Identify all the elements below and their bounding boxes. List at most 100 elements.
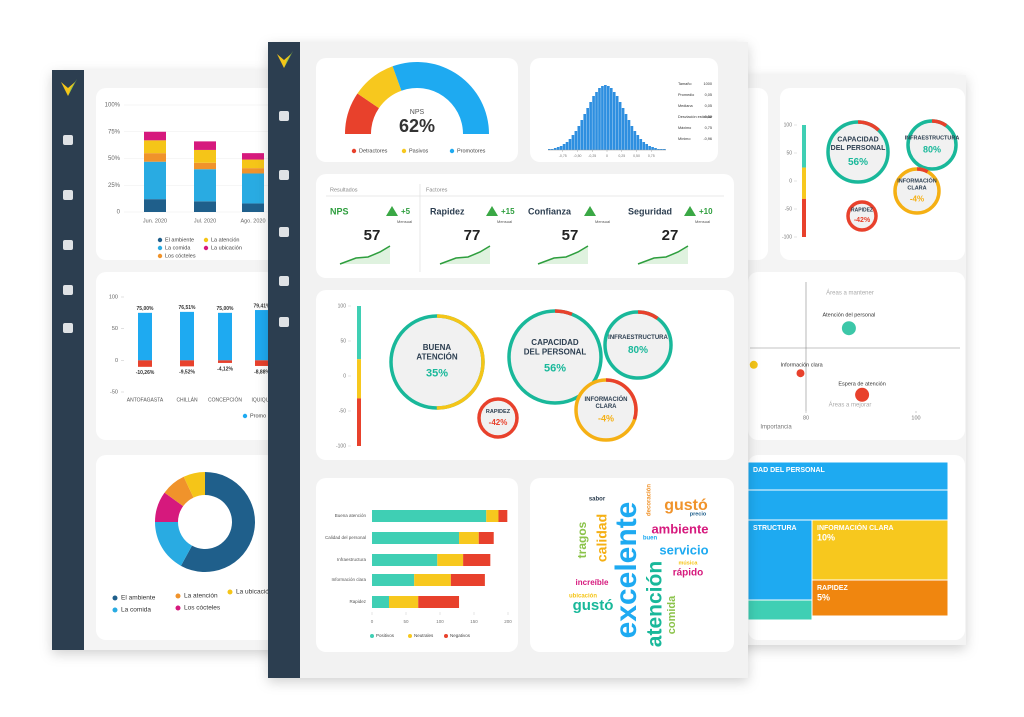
section-label: Factores — [426, 187, 448, 193]
legend-swatch — [112, 607, 118, 613]
x-tick-label: Ago. 2020 — [240, 218, 265, 224]
histogram-bar — [550, 149, 554, 150]
legend-swatch — [175, 605, 181, 611]
histogram-bar — [642, 142, 646, 150]
stat-label: Mediana — [678, 104, 693, 108]
legend-swatch — [351, 148, 357, 154]
legend-swatch — [401, 148, 407, 154]
bar-segment — [144, 131, 166, 141]
y-tick-label: 50% — [108, 156, 121, 162]
bar — [218, 312, 232, 361]
stat-label: Tamaño — [678, 82, 692, 86]
bubble-arc — [826, 120, 890, 184]
metric-period: Mensual — [397, 219, 412, 224]
gauge-value: 62% — [399, 116, 435, 136]
x-tick-label: -0,75 — [559, 154, 567, 158]
bar-segment — [389, 596, 419, 608]
word: gustó — [573, 597, 614, 614]
sidebar — [52, 70, 84, 650]
x-tick-label: ANTOFAGASTA — [127, 397, 164, 403]
word: decoración — [647, 484, 653, 516]
histogram-bar — [577, 126, 581, 150]
legend-label: Los cócteles — [165, 253, 196, 259]
histogram-bar — [612, 92, 616, 150]
scatter-point — [855, 387, 870, 402]
legend-label: Negativos — [450, 633, 471, 638]
donut-slice — [155, 522, 192, 566]
cell-title: RAPIDEZ — [817, 585, 848, 592]
word: servicio — [659, 542, 708, 557]
word: ubicación — [569, 594, 597, 600]
bar — [138, 312, 152, 361]
card — [530, 478, 734, 652]
stat-value: 0,05 — [705, 104, 712, 108]
nav-icon — [63, 323, 73, 333]
legend-label: El ambiente — [121, 595, 156, 602]
histogram-bar — [592, 96, 595, 150]
legend-swatch — [203, 245, 209, 251]
stat-value: -0,96 — [703, 137, 712, 141]
donut-slice — [155, 492, 184, 522]
x-tick-label: 100 — [436, 619, 444, 624]
stat-value: 0,05 — [705, 93, 712, 97]
donut-slice — [180, 472, 255, 572]
bubble-title: CLARA — [596, 404, 618, 410]
gauge-title: NPS — [410, 109, 425, 116]
legend-label: Detractores — [359, 148, 388, 154]
word: gustó — [664, 497, 708, 514]
legend-swatch — [203, 237, 209, 243]
bar-segment — [459, 532, 479, 544]
trend-icon — [584, 206, 596, 216]
treemap-cell — [747, 489, 949, 521]
word: sabor — [589, 497, 606, 503]
y-tick-label: 0 — [117, 210, 121, 216]
bar-segment — [372, 596, 389, 608]
x-tick-label: Jul. 2020 — [194, 218, 216, 224]
legend-label: Promotores — [457, 148, 486, 154]
metric-change: +15 — [501, 207, 515, 216]
cell-title: STRUCTURA — [753, 525, 797, 532]
x-tick-label: 150 — [470, 619, 478, 624]
bar — [255, 360, 269, 366]
bubble — [477, 397, 519, 439]
legend-swatch — [408, 634, 412, 638]
histogram-bar — [580, 120, 584, 150]
legend-swatch — [157, 245, 163, 251]
bar-segment — [144, 199, 166, 212]
donut-slice — [164, 476, 194, 507]
legend-swatch — [449, 148, 455, 154]
value-label: -4,12% — [217, 366, 233, 372]
bar-segment — [242, 203, 264, 212]
bar-segment — [372, 510, 487, 522]
x-tick-label: 0,75 — [648, 154, 655, 158]
y-tick-label: 100% — [105, 103, 121, 109]
histogram-bar — [657, 149, 660, 150]
scatter-point — [841, 321, 856, 336]
histogram-bar — [633, 131, 637, 150]
bubble-value: 35% — [426, 368, 448, 380]
word: buen — [643, 536, 658, 542]
nav-icon — [63, 135, 73, 145]
treemap-cell — [811, 579, 949, 617]
legend-swatch — [175, 593, 181, 599]
sparkline — [339, 245, 391, 265]
bar-segment — [478, 532, 494, 544]
histogram-bar — [618, 102, 622, 150]
legend-swatch — [157, 253, 163, 259]
nav-icon — [279, 227, 289, 237]
histogram-bar — [548, 149, 551, 150]
bubble-arc — [603, 310, 673, 380]
gauge-segment — [392, 62, 489, 134]
legend-label: La comida — [121, 607, 151, 614]
x-tick-label: -0,50 — [574, 154, 582, 158]
histogram-bar — [654, 148, 657, 150]
word: precio — [690, 511, 707, 517]
histogram-bar — [583, 114, 587, 150]
stat-value: 0,32 — [705, 115, 712, 119]
histogram-bar — [595, 92, 598, 150]
bubble-title: INFRAESTRUCTURA — [905, 136, 960, 142]
gauge-segment — [357, 66, 402, 109]
bar-segment — [418, 596, 460, 608]
quadrant-label: Áreas a mejorar — [829, 402, 872, 409]
